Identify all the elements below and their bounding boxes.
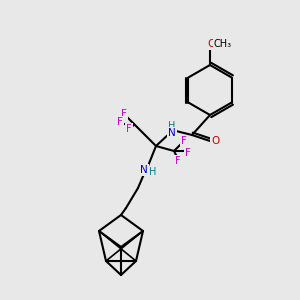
Text: F: F bbox=[185, 148, 191, 158]
Text: F: F bbox=[175, 156, 181, 166]
Text: N: N bbox=[168, 128, 176, 138]
Text: F: F bbox=[121, 109, 127, 119]
Text: H: H bbox=[168, 121, 176, 131]
Text: F: F bbox=[117, 117, 123, 127]
Text: CH₃: CH₃ bbox=[214, 39, 232, 49]
Text: N: N bbox=[140, 165, 148, 175]
Text: H: H bbox=[149, 167, 157, 177]
Text: F: F bbox=[181, 136, 187, 146]
Text: F: F bbox=[126, 124, 132, 134]
Text: O: O bbox=[211, 136, 219, 146]
Text: O: O bbox=[208, 39, 216, 49]
